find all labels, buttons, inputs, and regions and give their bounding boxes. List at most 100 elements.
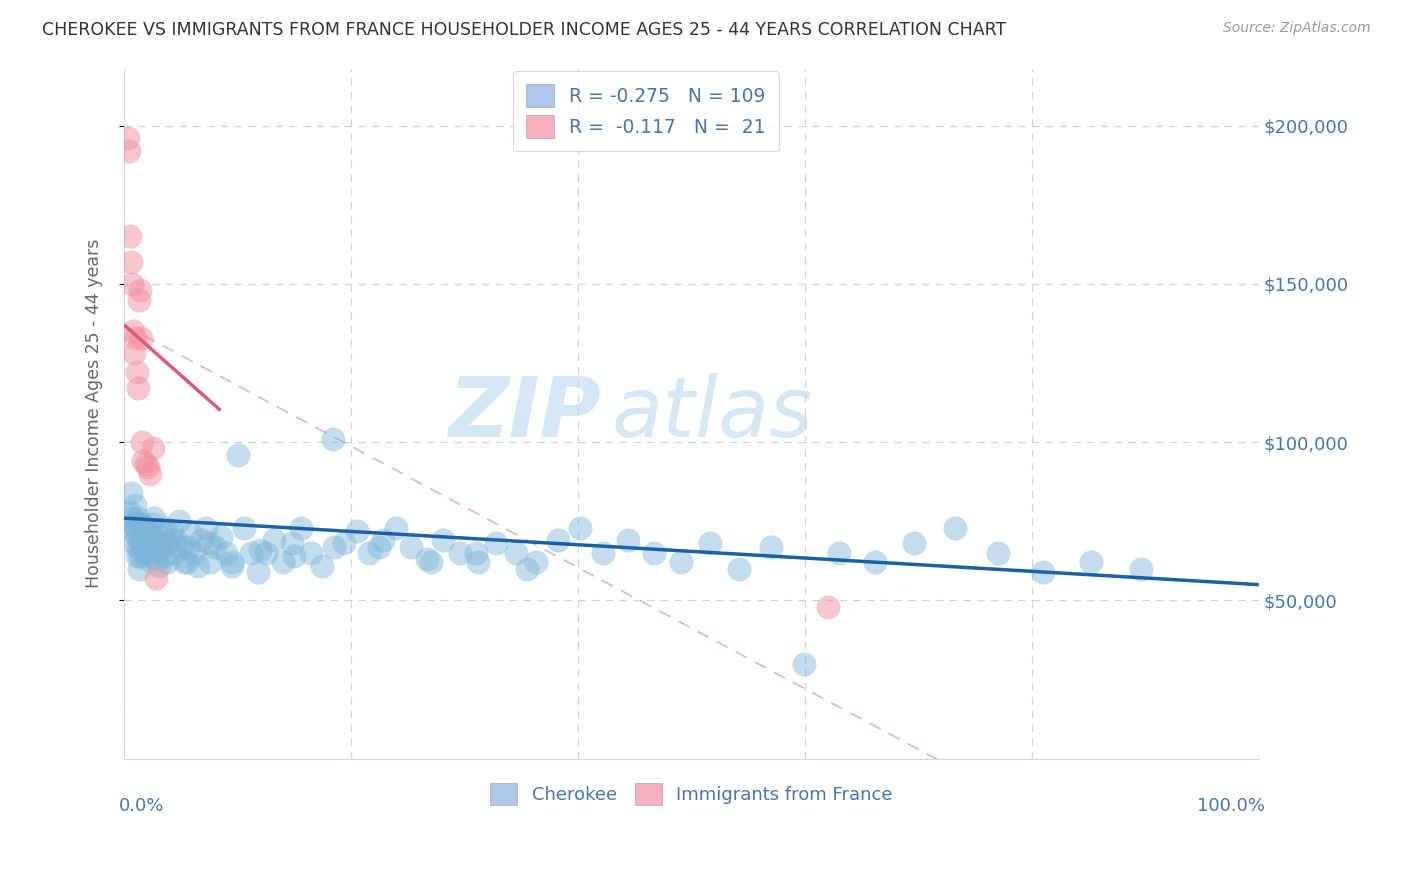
Point <box>135 458 157 472</box>
Point <box>516 562 538 576</box>
Point <box>524 556 547 570</box>
Point <box>1032 565 1054 579</box>
Point <box>176 540 198 554</box>
Point <box>416 552 439 566</box>
Point <box>138 540 160 554</box>
Point <box>254 546 277 560</box>
Point <box>149 540 172 554</box>
Point <box>728 562 751 576</box>
Point <box>569 521 592 535</box>
Point <box>145 552 167 566</box>
Point <box>124 346 146 360</box>
Point <box>159 533 181 548</box>
Point <box>120 254 142 268</box>
Point <box>132 454 155 468</box>
Point <box>198 536 221 550</box>
Y-axis label: Householder Income Ages 25 - 44 years: Householder Income Ages 25 - 44 years <box>86 239 103 589</box>
Point <box>190 533 212 548</box>
Point <box>131 435 153 450</box>
Point <box>1080 556 1102 570</box>
Point <box>283 549 305 563</box>
Point <box>142 511 165 525</box>
Point <box>200 556 222 570</box>
Point <box>240 546 263 560</box>
Point <box>148 558 170 573</box>
Point <box>125 549 148 563</box>
Point <box>323 540 346 554</box>
Text: Source: ZipAtlas.com: Source: ZipAtlas.com <box>1223 21 1371 35</box>
Point <box>129 283 152 297</box>
Point <box>160 524 183 538</box>
Point <box>221 558 243 573</box>
Point <box>167 514 190 528</box>
Point <box>121 511 143 525</box>
Text: ZIP: ZIP <box>449 373 600 454</box>
Point <box>129 517 152 532</box>
Point <box>432 533 454 548</box>
Point <box>176 556 198 570</box>
Point <box>209 530 232 544</box>
Point <box>121 277 143 291</box>
Point <box>129 331 152 345</box>
Point <box>183 546 205 560</box>
Point <box>124 331 146 345</box>
Point <box>547 533 569 548</box>
Point <box>221 556 243 570</box>
Point <box>204 540 226 554</box>
Point <box>180 527 202 541</box>
Point <box>128 293 150 307</box>
Point <box>311 558 333 573</box>
Point <box>173 556 195 570</box>
Point <box>170 540 193 554</box>
Point <box>194 521 217 535</box>
Point <box>124 536 146 550</box>
Point <box>165 533 187 548</box>
Point <box>127 381 149 395</box>
Point <box>135 542 157 557</box>
Point <box>643 546 665 560</box>
Text: atlas: atlas <box>612 373 814 454</box>
Point <box>1129 562 1152 576</box>
Point <box>125 530 148 544</box>
Point <box>333 536 356 550</box>
Point <box>485 536 508 550</box>
Point <box>156 536 179 550</box>
Point <box>987 546 1010 560</box>
Point <box>138 524 160 538</box>
Point <box>249 542 271 557</box>
Point <box>793 657 815 671</box>
Point <box>449 546 471 560</box>
Legend: Cherokee, Immigrants from France: Cherokee, Immigrants from France <box>482 775 900 812</box>
Point <box>129 536 152 550</box>
Text: 100.0%: 100.0% <box>1197 797 1264 814</box>
Point <box>134 521 156 535</box>
Point <box>132 546 155 560</box>
Point <box>903 536 925 550</box>
Point <box>139 467 162 481</box>
Point <box>226 448 249 462</box>
Point <box>828 546 851 560</box>
Point <box>153 521 176 535</box>
Point <box>136 460 159 475</box>
Text: CHEROKEE VS IMMIGRANTS FROM FRANCE HOUSEHOLDER INCOME AGES 25 - 44 YEARS CORRELA: CHEROKEE VS IMMIGRANTS FROM FRANCE HOUSE… <box>42 21 1007 38</box>
Point <box>233 521 256 535</box>
Point <box>118 229 141 244</box>
Point <box>118 505 141 519</box>
Point <box>141 517 163 532</box>
Point <box>699 536 721 550</box>
Point <box>215 546 238 560</box>
Point <box>187 558 209 573</box>
Point <box>129 549 152 563</box>
Point <box>124 499 146 513</box>
Point <box>127 511 149 525</box>
Point <box>617 533 640 548</box>
Point <box>128 517 150 532</box>
Point <box>817 599 839 614</box>
Point <box>263 533 285 548</box>
Point <box>128 562 150 576</box>
Point <box>399 540 422 554</box>
Point <box>281 536 304 550</box>
Point <box>150 527 173 541</box>
Point <box>359 546 381 560</box>
Point <box>139 546 162 560</box>
